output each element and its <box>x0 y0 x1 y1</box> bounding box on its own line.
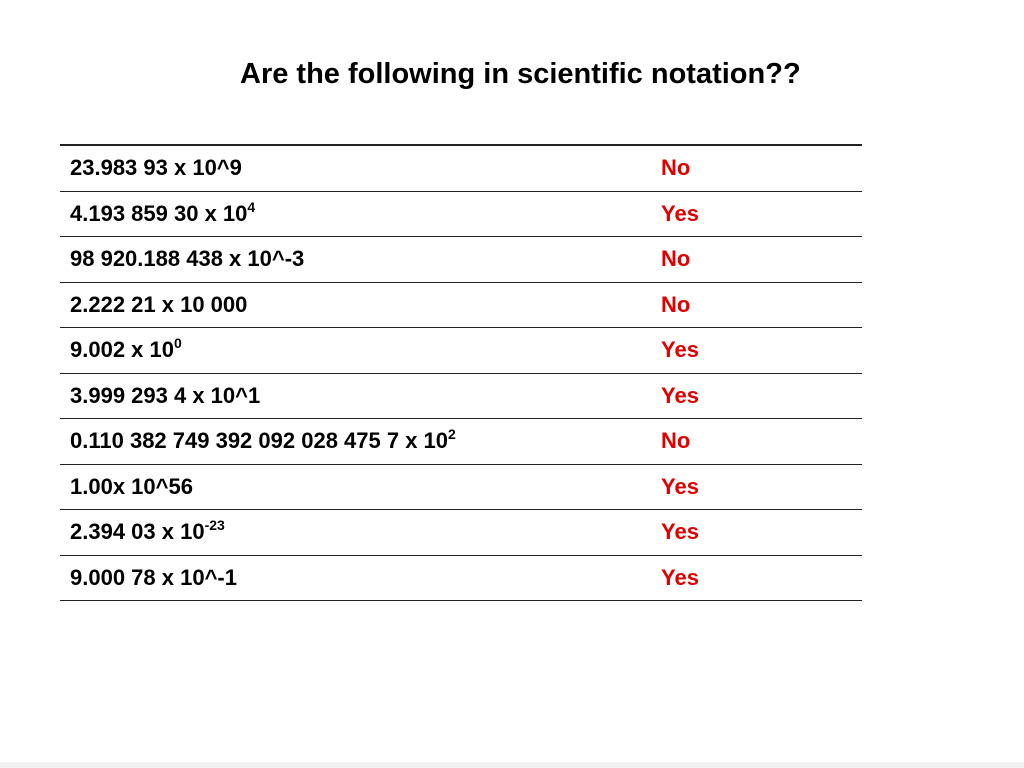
answer-cell: No <box>661 145 862 192</box>
table-row: 1.00x 10^56 Yes <box>60 464 862 510</box>
table-row: 2.394 03 x 10-23 Yes <box>60 509 862 556</box>
expression-cell: 2.222 21 x 10 000 <box>60 282 661 328</box>
expression-cell: 23.983 93 x 10^9 <box>60 145 661 192</box>
answer-cell: No <box>661 418 862 465</box>
expression-cell: 9.000 78 x 10^-1 <box>60 555 661 601</box>
answer-cell: Yes <box>661 464 862 510</box>
expression-cell: 2.394 03 x 10-23 <box>60 509 661 556</box>
answer-cell: Yes <box>661 555 862 601</box>
table-row: 9.000 78 x 10^-1 Yes <box>60 555 862 601</box>
table-row: 9.002 x 100 Yes <box>60 327 862 374</box>
answer-cell: Yes <box>661 509 862 556</box>
expression: 2.394 03 x 10 <box>70 519 205 545</box>
slide-title: Are the following in scientific notation… <box>240 58 801 90</box>
expression-cell: 4.193 859 30 x 104 <box>60 191 661 237</box>
exponent: 0 <box>173 335 182 352</box>
table-row: 98 920.188 438 x 10^-3 No <box>60 236 862 283</box>
expression: 98 920.188 438 x 10^-3 <box>70 246 305 272</box>
answer-cell: No <box>661 236 862 283</box>
table-row: 3.999 293 4 x 10^1 Yes <box>60 373 862 419</box>
table-row: 4.193 859 30 x 104 Yes <box>60 191 862 237</box>
expression-cell: 1.00x 10^56 <box>60 464 661 510</box>
expression-cell: 0.110 382 749 392 092 028 475 7 x 102 <box>60 418 661 465</box>
expression-cell: 98 920.188 438 x 10^-3 <box>60 236 661 283</box>
expression: 4.193 859 30 x 10 <box>70 200 248 226</box>
exponent: 4 <box>247 198 256 215</box>
answer-cell: Yes <box>661 327 862 374</box>
expression: 0.110 382 749 392 092 028 475 7 x 10 <box>70 428 449 454</box>
expression-cell: 9.002 x 100 <box>60 327 661 374</box>
exponent: 2 <box>448 426 456 443</box>
expression: 1.00x 10^56 <box>70 473 193 499</box>
exponent: -23 <box>204 517 225 534</box>
table-row: 0.110 382 749 392 092 028 475 7 x 102 No <box>60 418 862 465</box>
expression: 3.999 293 4 x 10^1 <box>70 382 261 408</box>
expression: 2.222 21 x 10 000 <box>70 291 248 317</box>
table-row: 2.222 21 x 10 000 No <box>60 282 862 328</box>
expression: 23.983 93 x 10^9 <box>70 155 242 181</box>
answer-table: 23.983 93 x 10^9 No 4.193 859 30 x 104 Yes 9… <box>60 144 862 601</box>
table-row: 23.983 93 x 10^9 No <box>60 145 862 192</box>
footer-strip <box>0 762 1024 768</box>
answer-cell: Yes <box>661 373 862 419</box>
expression-cell: 3.999 293 4 x 10^1 <box>60 373 661 419</box>
expression: 9.000 78 x 10^-1 <box>70 564 237 590</box>
answer-cell: Yes <box>661 191 862 237</box>
expression: 9.002 x 10 <box>70 337 174 363</box>
answer-cell: No <box>661 282 862 328</box>
